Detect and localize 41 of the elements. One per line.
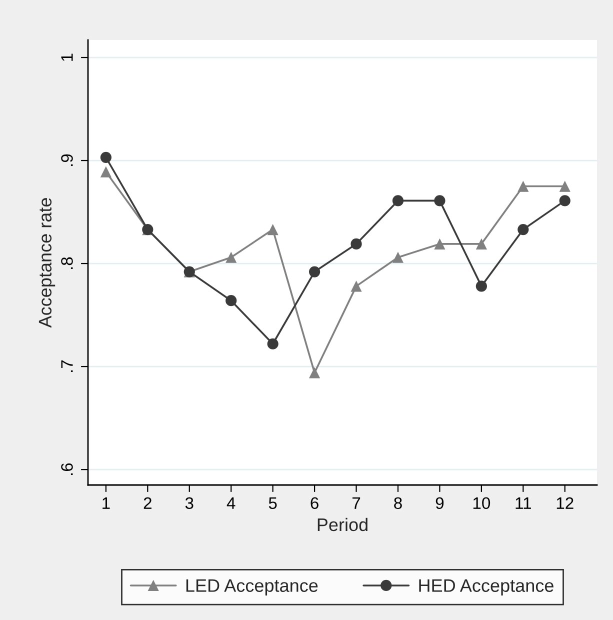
y-axis-title: Acceptance rate [38, 198, 56, 328]
point [226, 295, 237, 306]
legend-label: LED Acceptance [186, 579, 318, 596]
point [100, 166, 112, 178]
x-tick-label: 12 [556, 497, 574, 509]
y-tick-label: .7 [61, 360, 73, 372]
point [476, 238, 487, 250]
point [392, 252, 404, 263]
x-tick-label: 1 [102, 497, 110, 509]
x-tick-label: 4 [226, 497, 236, 509]
y-tick-label: 1 [61, 54, 73, 61]
x-tick-label: 3 [185, 497, 194, 510]
x-tick-label: 9 [436, 497, 444, 510]
x-axis-title: Period [318, 518, 368, 532]
point [392, 195, 404, 206]
point [518, 224, 529, 236]
point [434, 195, 446, 206]
point [308, 266, 320, 278]
y-tick-label: .8 [61, 257, 73, 269]
point [267, 338, 278, 350]
point [350, 280, 362, 292]
point [100, 152, 112, 163]
y-tick-label: .6 [61, 463, 73, 475]
x-tick-label: 6 [310, 497, 318, 510]
y-tick-label: .9 [61, 154, 73, 166]
point [434, 238, 446, 250]
legend-label: HED Acceptance [419, 579, 554, 596]
point [476, 280, 487, 292]
point [267, 224, 278, 236]
point [308, 367, 320, 378]
point [518, 180, 529, 192]
x-tick-label: 10 [473, 497, 490, 510]
x-tick-label: 11 [516, 497, 531, 509]
x-tick-label: 5 [268, 497, 277, 510]
point [559, 195, 570, 206]
point [226, 252, 237, 263]
point [350, 238, 362, 250]
x-tick-label: 2 [144, 497, 152, 509]
point [559, 180, 570, 192]
x-tick-label: 7 [352, 497, 360, 509]
x-tick-label: 8 [394, 497, 402, 510]
